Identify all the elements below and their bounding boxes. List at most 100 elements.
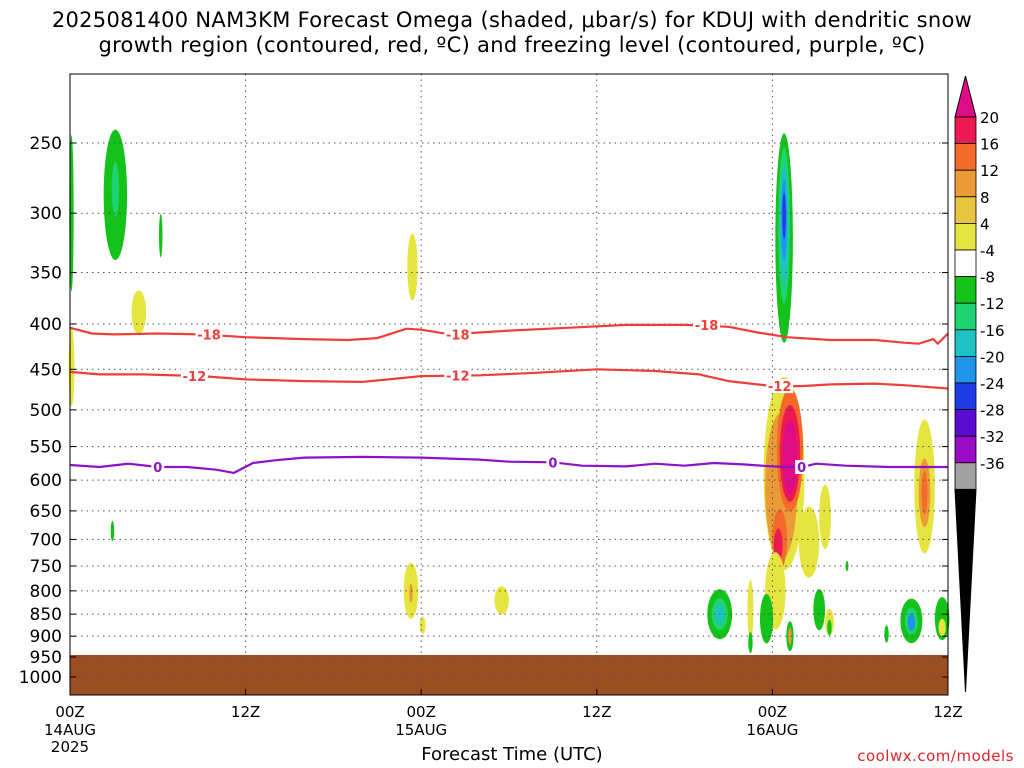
colorbar-tick-label: -12 (980, 295, 1005, 313)
colorbar-band (954, 382, 977, 411)
terrain-fill (70, 654, 948, 695)
y-tick-label: 650 (30, 502, 62, 522)
colorbar-band (954, 249, 977, 278)
omega-cell (827, 619, 832, 636)
omega-cell (938, 618, 946, 637)
omega-cell (845, 560, 849, 572)
credit-link[interactable]: coolwx.com/models (857, 747, 1014, 765)
omega-cell (158, 213, 163, 258)
y-tick-label: 550 (30, 438, 62, 458)
colorbar-band (954, 196, 977, 224)
colorbar-band (954, 169, 977, 198)
omega-cell (788, 627, 792, 645)
colorbar-band (954, 435, 977, 464)
contour-label-bg (546, 455, 560, 470)
colorbar-tick-label: 20 (980, 109, 999, 127)
colorbar-band (954, 355, 977, 384)
contour-label: -18 (695, 319, 719, 334)
contour-label: 0 (548, 456, 557, 471)
contour-label-bg (151, 460, 165, 475)
colorbar-tick-label: 8 (980, 189, 990, 207)
y-tick-label: 500 (30, 401, 62, 421)
omega-cell (111, 162, 120, 217)
colorbar-band (954, 329, 977, 357)
omega-cell (798, 506, 820, 578)
x-tick-label: 00Z (55, 703, 84, 721)
x-tick-date-label: 14AUG (44, 721, 96, 739)
omega-cell (819, 484, 831, 549)
contour-label: -12 (768, 380, 792, 395)
x-tick-date-label: 16AUG (746, 721, 798, 739)
x-tick-label: 12Z (582, 703, 611, 721)
colorbar-layer: 20 16 12 8 4 -4 -8 -12 -16 -20 -24 -28 -32 -36 (954, 75, 1005, 693)
colorbar-tick-label: -24 (980, 375, 1005, 393)
omega-cell (747, 579, 754, 640)
y-tick-label: 800 (30, 582, 62, 602)
y-tick-label: 700 (30, 530, 62, 550)
contour-label-bg (195, 327, 223, 342)
omega-cell (921, 470, 928, 515)
colorbar-band (954, 276, 977, 304)
omega-cell (759, 594, 774, 644)
colorbar-tick-label: -16 (980, 322, 1005, 340)
contour-label: -12 (183, 370, 207, 385)
y-tick-label: 350 (30, 264, 62, 284)
colorbar-tick-label: -36 (980, 455, 1005, 473)
omega-cell (110, 520, 115, 542)
contour-line (69, 368, 949, 390)
omega-cell (782, 419, 798, 495)
x-tick-label: 12Z (933, 703, 962, 721)
omega-cell (419, 616, 426, 635)
omega-cell (68, 328, 75, 407)
x-tick-year-label: 2025 (51, 738, 89, 756)
x-axis-title: Forecast Time (UTC) (421, 744, 603, 765)
omega-cell (782, 192, 786, 239)
contour-label: 0 (153, 461, 162, 476)
contour-label: -18 (197, 328, 221, 343)
y-tick-label: 600 (30, 471, 62, 491)
omega-cell (813, 588, 826, 631)
omega-cell (409, 583, 413, 603)
omega-shading-layer (68, 129, 950, 654)
y-tick-label: 850 (30, 605, 62, 625)
contour-line (69, 455, 948, 474)
y-tick-label: 250 (30, 134, 62, 154)
contour-layer: -18 -18 -18 -12 -12 -12 0 0 0 (69, 317, 949, 476)
colorbar-band (954, 222, 977, 251)
x-tick-label: 00Z (407, 703, 436, 721)
omega-cell (907, 613, 916, 632)
colorbar-tick-label: -4 (980, 242, 995, 260)
contour-label: -18 (446, 328, 470, 343)
y-tick-label: 900 (30, 627, 62, 647)
x-tick-label: 12Z (231, 703, 260, 721)
colorbar-tick-label: -32 (980, 428, 1005, 446)
colorbar-band (954, 116, 977, 145)
contour-label: -12 (446, 369, 470, 384)
y-tick-label: 950 (30, 648, 62, 668)
contour-label-bg (180, 369, 208, 384)
terrain-layer (70, 654, 948, 695)
axes-layer: 2503003504004505005506006507007508008509… (19, 73, 963, 756)
y-tick-label: 1000 (19, 668, 62, 688)
contour-label-bg (444, 368, 472, 383)
colorbar-tick-label: -28 (980, 402, 1005, 420)
omega-cell (884, 625, 889, 643)
omega-cell (748, 632, 753, 654)
contour-label-bg (444, 327, 472, 342)
colorbar-band (954, 462, 977, 490)
x-tick-date-label: 15AUG (395, 721, 447, 739)
chart-title-line-1: 2025081400 NAM3KM Forecast Omega (shaded… (51, 8, 973, 32)
colorbar-band (954, 302, 977, 331)
y-tick-label: 400 (30, 315, 62, 335)
omega-cell (934, 597, 950, 641)
colorbar-top-arrow (954, 75, 977, 118)
plot-frame (69, 73, 949, 696)
y-tick-label: 450 (30, 360, 62, 380)
colorbar-tick-label: 12 (980, 162, 999, 180)
colorbar-bottom-arrow (954, 488, 977, 693)
x-tick-label: 00Z (758, 703, 787, 721)
colorbar-band (954, 409, 977, 437)
contour-label: 0 (797, 461, 806, 476)
omega-cell (131, 290, 147, 335)
